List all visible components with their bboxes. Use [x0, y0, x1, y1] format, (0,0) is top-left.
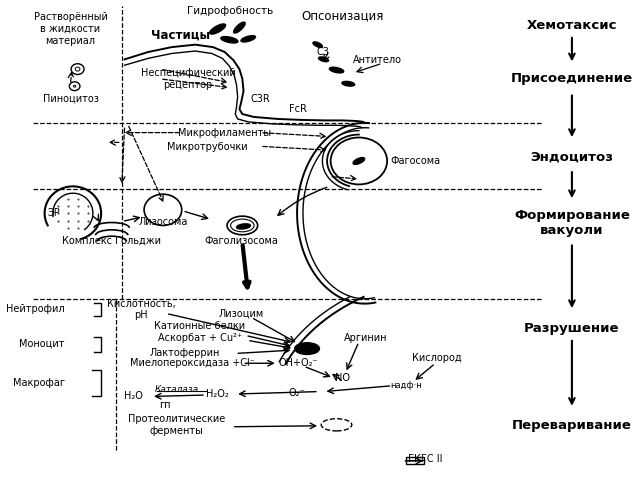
Text: Хемотаксис: Хемотаксис — [527, 19, 617, 32]
Text: Каталаза: Каталаза — [154, 385, 199, 393]
Text: Разрушение: Разрушение — [524, 321, 620, 335]
Text: Частицы: Частицы — [151, 28, 210, 41]
Ellipse shape — [210, 24, 226, 34]
Text: Неспецифический
рецептор: Неспецифический рецептор — [141, 68, 236, 90]
Text: Миелопероксидаза +Cl⁻: Миелопероксидаза +Cl⁻ — [130, 358, 254, 368]
Text: Формирование
вакуоли: Формирование вакуоли — [514, 209, 630, 237]
Text: гп: гп — [159, 400, 171, 410]
Text: Эндоцитоз: Эндоцитоз — [530, 150, 613, 164]
Text: надф·н: надф·н — [390, 381, 422, 390]
Text: Нейтрофил: Нейтрофил — [6, 304, 65, 315]
Text: Фагосома: Фагосома — [390, 156, 441, 166]
Text: Микротрубочки: Микротрубочки — [167, 142, 247, 152]
Text: Фаголизосома: Фаголизосома — [204, 236, 278, 246]
Text: Опсонизация: Опсонизация — [301, 9, 383, 22]
Text: Аргинин: Аргинин — [344, 333, 388, 343]
Text: Моноцит: Моноцит — [19, 339, 65, 349]
Ellipse shape — [295, 343, 319, 354]
Text: C3R: C3R — [250, 95, 270, 104]
Text: Кислород: Кислород — [412, 353, 462, 364]
Text: NO: NO — [335, 373, 350, 383]
Text: Комплекс Гольджи: Комплекс Гольджи — [62, 236, 162, 246]
Text: Антитело: Антитело — [353, 55, 402, 65]
Text: FcR: FcR — [289, 104, 307, 114]
Ellipse shape — [342, 81, 354, 86]
Text: Лактоферрин: Лактоферрин — [149, 348, 220, 359]
Bar — [406, 457, 424, 464]
Ellipse shape — [319, 57, 329, 62]
Text: Переваривание: Переваривание — [512, 419, 632, 432]
Ellipse shape — [329, 67, 344, 73]
Text: Растворённый
в жидкости
материал: Растворённый в жидкости материал — [33, 12, 108, 46]
Ellipse shape — [313, 42, 322, 48]
Text: Лизоцим: Лизоцим — [219, 308, 264, 318]
Ellipse shape — [353, 158, 365, 164]
Text: H₂O: H₂O — [124, 392, 143, 401]
Text: Гидрофобность: Гидрофобность — [187, 6, 274, 17]
Text: O₂⁻: O₂⁻ — [288, 388, 305, 397]
Text: H₂O₂: H₂O₂ — [206, 389, 229, 399]
Text: OH+O₂⁻: OH+O₂⁻ — [278, 358, 318, 368]
Text: Катионные белки
Аскорбат + Cu²⁺: Катионные белки Аскорбат + Cu²⁺ — [154, 321, 246, 343]
Text: ГКГС II: ГКГС II — [408, 454, 442, 464]
Text: Кислотность,
pH: Кислотность, pH — [107, 299, 176, 320]
Text: Присоединение: Присоединение — [511, 73, 633, 85]
Text: C3: C3 — [317, 47, 329, 57]
Text: Протеолитические
ферменты: Протеолитические ферменты — [128, 414, 225, 436]
Ellipse shape — [237, 224, 251, 229]
Text: Лизосома: Лизосома — [138, 217, 188, 226]
Text: ЭР: ЭР — [47, 208, 60, 218]
Ellipse shape — [221, 37, 238, 43]
Ellipse shape — [234, 22, 245, 33]
Text: Микрофиламенты: Микрофиламенты — [178, 127, 271, 138]
Text: Пиноцитоз: Пиноцитоз — [42, 94, 99, 103]
Ellipse shape — [241, 36, 256, 42]
Text: Макрофаг: Макрофаг — [13, 378, 65, 388]
